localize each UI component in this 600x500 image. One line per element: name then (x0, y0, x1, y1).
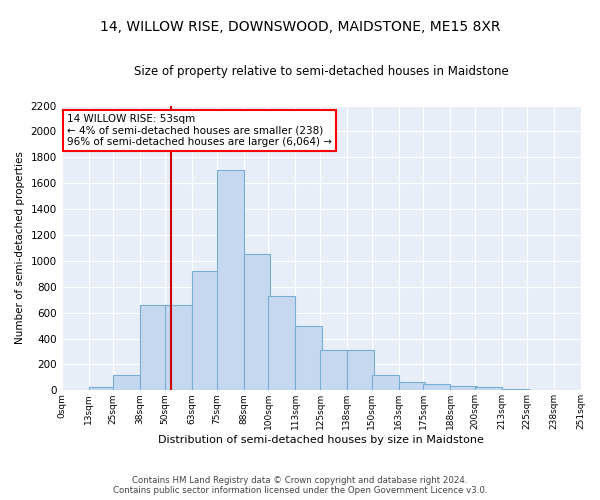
Bar (424, 384, 450, 390)
Bar (165, 305, 192, 390)
Text: 14 WILLOW RISE: 53sqm
← 4% of semi-detached houses are smaller (238)
96% of semi: 14 WILLOW RISE: 53sqm ← 4% of semi-detac… (67, 114, 332, 148)
Bar (192, 271, 219, 390)
Title: Size of property relative to semi-detached houses in Maidstone: Size of property relative to semi-detach… (134, 65, 508, 78)
Bar (450, 386, 477, 390)
Bar (89, 388, 115, 390)
Bar (320, 350, 347, 391)
X-axis label: Distribution of semi-detached houses by size in Maidstone: Distribution of semi-detached houses by … (158, 435, 484, 445)
Y-axis label: Number of semi-detached properties: Number of semi-detached properties (15, 152, 25, 344)
Bar (140, 305, 167, 390)
Bar (502, 389, 529, 390)
Bar (398, 382, 425, 390)
Text: Contains HM Land Registry data © Crown copyright and database right 2024.
Contai: Contains HM Land Registry data © Crown c… (113, 476, 487, 495)
Bar (244, 254, 271, 390)
Bar (113, 375, 140, 390)
Bar (347, 350, 374, 391)
Text: 14, WILLOW RISE, DOWNSWOOD, MAIDSTONE, ME15 8XR: 14, WILLOW RISE, DOWNSWOOD, MAIDSTONE, M… (100, 20, 500, 34)
Bar (372, 376, 398, 390)
Bar (217, 170, 244, 390)
Bar (295, 326, 322, 390)
Bar (475, 387, 502, 390)
Bar (268, 296, 295, 390)
